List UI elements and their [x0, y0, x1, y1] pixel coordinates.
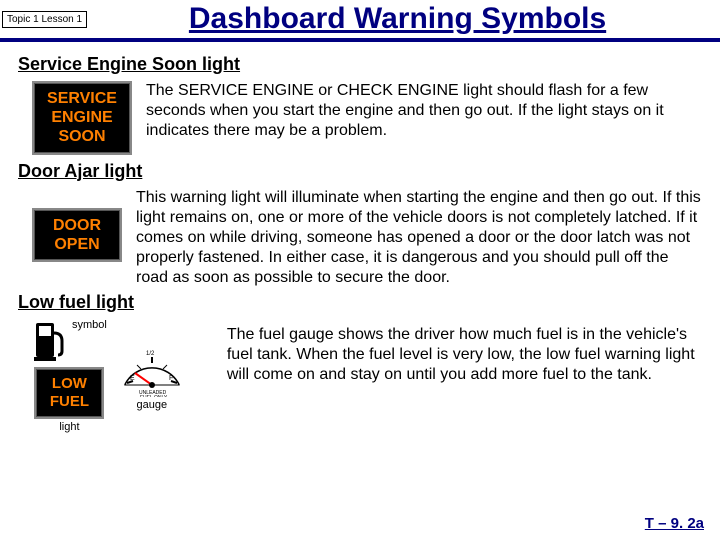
- low-fuel-badge: LOW FUEL: [34, 367, 104, 419]
- door-ajar-desc: This warning light will illuminate when …: [136, 188, 702, 288]
- footer-reference: T – 9. 2a: [645, 515, 704, 532]
- gauge-label: gauge: [137, 399, 168, 411]
- badge-text: SOON: [42, 127, 122, 146]
- fuel-pump-icon: [32, 319, 66, 363]
- svg-text:E: E: [130, 375, 135, 382]
- service-engine-badge: SERVICE ENGINE SOON: [32, 81, 132, 155]
- section-heading-door-ajar: Door Ajar light: [18, 161, 702, 182]
- badge-text: LOW: [44, 375, 94, 393]
- symbol-label: symbol: [72, 319, 107, 331]
- light-label: light: [59, 421, 79, 433]
- svg-text:F: F: [169, 375, 173, 382]
- svg-text:FUEL ONLY: FUEL ONLY: [140, 395, 168, 397]
- service-engine-desc: The SERVICE ENGINE or CHECK ENGINE light…: [146, 81, 702, 141]
- badge-text: FUEL: [44, 393, 94, 411]
- badge-text: OPEN: [42, 235, 112, 254]
- badge-text: DOOR: [42, 216, 112, 235]
- section-heading-service-engine: Service Engine Soon light: [18, 54, 702, 75]
- svg-text:1/2: 1/2: [146, 351, 155, 357]
- badge-text: ENGINE: [42, 108, 122, 127]
- page-title: Dashboard Warning Symbols: [75, 2, 720, 36]
- low-fuel-desc: The fuel gauge shows the driver how much…: [227, 325, 702, 385]
- badge-text: SERVICE: [42, 89, 122, 108]
- section-heading-low-fuel: Low fuel light: [18, 292, 702, 313]
- door-open-badge: DOOR OPEN: [32, 208, 122, 262]
- fuel-gauge-icon: E F 1/2 UNLEADED FUEL ONLY: [117, 337, 187, 397]
